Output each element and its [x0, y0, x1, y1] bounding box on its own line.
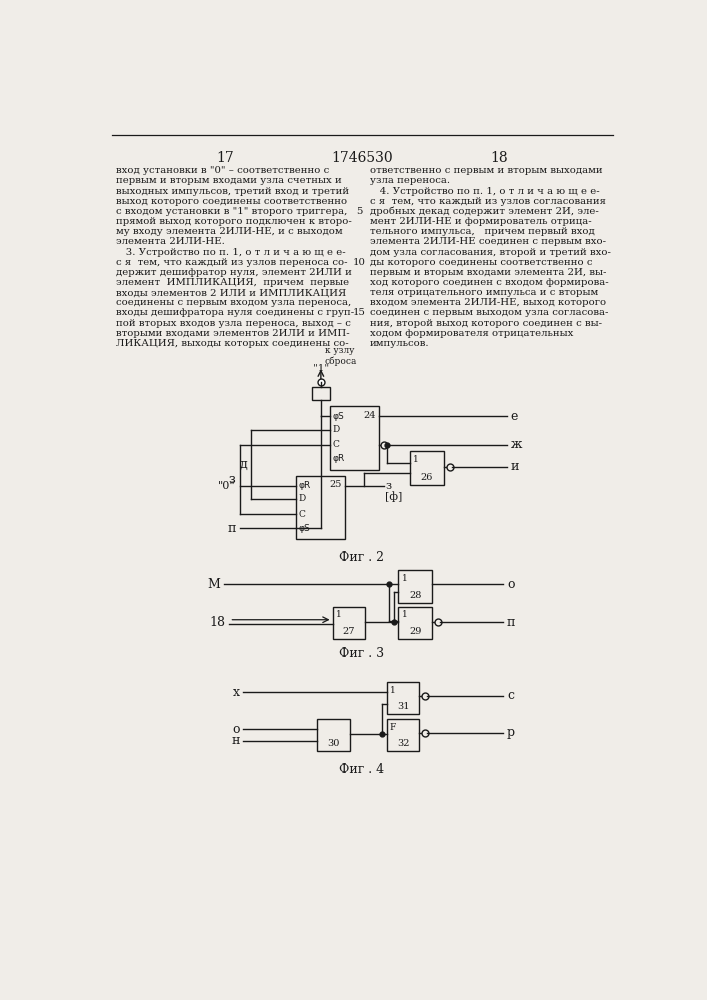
Bar: [296, 476, 345, 539]
Text: первым и вторым входами элемента 2И, вы-: первым и вторым входами элемента 2И, вы-: [370, 268, 606, 277]
Text: теля отрицательного импульса и с вторым: теля отрицательного импульса и с вторым: [370, 288, 598, 297]
Text: вторыми входами элементов 2ИЛИ и ИМП-: вторыми входами элементов 2ИЛИ и ИМП-: [116, 329, 350, 338]
Text: х: х: [233, 686, 240, 699]
Text: ход которого соединен с входом формирова-: ход которого соединен с входом формирова…: [370, 278, 608, 287]
Text: 1: 1: [413, 455, 419, 464]
Text: входом элемента 2ИЛИ-НЕ, выход которого: входом элемента 2ИЛИ-НЕ, выход которого: [370, 298, 606, 307]
Bar: [387, 719, 419, 751]
Text: 26: 26: [421, 473, 433, 482]
Bar: [398, 570, 433, 603]
Text: φR: φR: [332, 454, 345, 463]
Text: "0": "0": [218, 481, 235, 491]
Text: с входом установки в "1" второго триггера,: с входом установки в "1" второго триггер…: [116, 207, 348, 216]
Text: н: н: [231, 734, 240, 747]
Text: ответственно с первым и вторым выходами: ответственно с первым и вторым выходами: [370, 166, 602, 175]
Text: соединены с первым входом узла переноса,: соединены с первым входом узла переноса,: [116, 298, 351, 307]
Bar: [317, 719, 349, 751]
Text: с я  тем, что каждый из узлов переноса со-: с я тем, что каждый из узлов переноса со…: [116, 258, 348, 267]
Text: с я  тем, что каждый из узлов согласования: с я тем, что каждый из узлов согласовани…: [370, 197, 606, 206]
Text: М: М: [207, 578, 220, 591]
Text: элемента 2ИЛИ-НЕ.: элемента 2ИЛИ-НЕ.: [116, 237, 225, 246]
Text: держит дешифратор нуля, элемент 2ИЛИ и: держит дешифратор нуля, элемент 2ИЛИ и: [116, 268, 352, 277]
Text: 30: 30: [327, 739, 339, 748]
Bar: [398, 607, 433, 639]
Text: 31: 31: [397, 702, 409, 711]
Text: 1: 1: [402, 574, 407, 583]
Text: 10: 10: [354, 258, 366, 267]
Text: 18: 18: [491, 151, 508, 165]
Text: соединен с первым выходом узла согласова-: соединен с первым выходом узла согласова…: [370, 308, 608, 317]
Text: 25: 25: [329, 480, 341, 489]
Text: ходом формирователя отрицательных: ходом формирователя отрицательных: [370, 329, 573, 338]
Text: импульсов.: импульсов.: [370, 339, 429, 348]
Text: D: D: [298, 494, 305, 503]
Text: з: з: [229, 473, 235, 486]
Text: прямой выход которого подключен к второ-: прямой выход которого подключен к второ-: [116, 217, 352, 226]
Text: 28: 28: [409, 591, 421, 600]
Text: 29: 29: [409, 627, 421, 636]
Text: ЛИКАЦИЯ, выходы которых соединены со-: ЛИКАЦИЯ, выходы которых соединены со-: [116, 339, 349, 348]
Text: 15: 15: [354, 308, 366, 317]
Bar: [387, 682, 419, 714]
Text: входы дешифратора нуля соединены с груп-: входы дешифратора нуля соединены с груп-: [116, 308, 354, 317]
Bar: [330, 406, 379, 470]
Text: входы элементов 2 ИЛИ и ИМПЛИКАЦИЯ: входы элементов 2 ИЛИ и ИМПЛИКАЦИЯ: [116, 288, 346, 297]
Text: о: о: [507, 578, 515, 591]
Text: ж: ж: [510, 438, 522, 451]
Text: Фиг . 4: Фиг . 4: [339, 763, 385, 776]
Text: 32: 32: [397, 739, 409, 748]
Text: F: F: [390, 723, 396, 732]
Text: 27: 27: [342, 627, 355, 636]
Text: мент 2ИЛИ-НЕ и формирователь отрица-: мент 2ИЛИ-НЕ и формирователь отрица-: [370, 217, 591, 226]
Text: о: о: [232, 723, 240, 736]
Text: 4. Устройство по п. 1, о т л и ч а ю щ е е-: 4. Устройство по п. 1, о т л и ч а ю щ е…: [370, 187, 600, 196]
Text: C: C: [298, 510, 305, 519]
Text: C: C: [332, 440, 339, 449]
Text: му входу элемента 2ИЛИ-НЕ, и с выходом: му входу элемента 2ИЛИ-НЕ, и с выходом: [116, 227, 343, 236]
Text: 17: 17: [216, 151, 235, 165]
Text: узла переноса.: узла переноса.: [370, 176, 450, 185]
Text: элемента 2ИЛИ-НЕ соединен с первым вхо-: элемента 2ИЛИ-НЕ соединен с первым вхо-: [370, 237, 606, 246]
Text: ды которого соединены соответственно с: ды которого соединены соответственно с: [370, 258, 592, 267]
Text: тельного импульса,   причем первый вход: тельного импульса, причем первый вход: [370, 227, 595, 236]
Text: дробных декад содержит элемент 2И, эле-: дробных декад содержит элемент 2И, эле-: [370, 207, 598, 216]
Bar: [312, 387, 330, 400]
Bar: [332, 607, 365, 639]
Text: 5: 5: [356, 207, 363, 216]
Text: р: р: [507, 726, 515, 739]
Text: к узлу
сброса: к узлу сброса: [325, 346, 357, 366]
Text: п: п: [507, 616, 515, 629]
Text: 3. Устройство по п. 1, о т л и ч а ю щ е е-: 3. Устройство по п. 1, о т л и ч а ю щ е…: [116, 248, 346, 257]
Text: 1: 1: [336, 610, 341, 619]
Text: с: с: [507, 689, 514, 702]
Text: Фиг . 3: Фиг . 3: [339, 647, 385, 660]
Text: φS: φS: [332, 412, 344, 421]
Text: и: и: [510, 460, 519, 473]
Text: 1: 1: [402, 610, 407, 619]
Text: элемент  ИМПЛИКАЦИЯ,  причем  первые: элемент ИМПЛИКАЦИЯ, причем первые: [116, 278, 349, 287]
Text: φS: φS: [298, 524, 310, 533]
Text: Фиг . 2: Фиг . 2: [339, 551, 385, 564]
Text: вход установки в "0" – соответственно с: вход установки в "0" – соответственно с: [116, 166, 329, 175]
Text: первым и вторым входами узла счетных и: первым и вторым входами узла счетных и: [116, 176, 342, 185]
Text: выход которого соединены соответственно: выход которого соединены соответственно: [116, 197, 347, 206]
Text: п: п: [227, 522, 235, 535]
Text: дом узла согласования, второй и третий вхо-: дом узла согласования, второй и третий в…: [370, 248, 611, 257]
Text: 24: 24: [363, 411, 376, 420]
Text: 18: 18: [209, 616, 226, 629]
Bar: [410, 451, 444, 485]
Text: е: е: [510, 410, 518, 423]
Text: выходных импульсов, третий вход и третий: выходных импульсов, третий вход и третий: [116, 187, 349, 196]
Text: ния, второй выход которого соединен с вы-: ния, второй выход которого соединен с вы…: [370, 319, 602, 328]
Text: 1746530: 1746530: [331, 151, 393, 165]
Text: пой вторых входов узла переноса, выход – с: пой вторых входов узла переноса, выход –…: [116, 319, 351, 328]
Text: 1: 1: [390, 686, 396, 695]
Text: D: D: [332, 425, 340, 434]
Text: з: з: [385, 481, 391, 491]
Text: "1": "1": [312, 364, 329, 373]
Text: [ф]: [ф]: [385, 491, 402, 502]
Text: д: д: [240, 458, 247, 471]
Text: φR: φR: [298, 481, 310, 490]
